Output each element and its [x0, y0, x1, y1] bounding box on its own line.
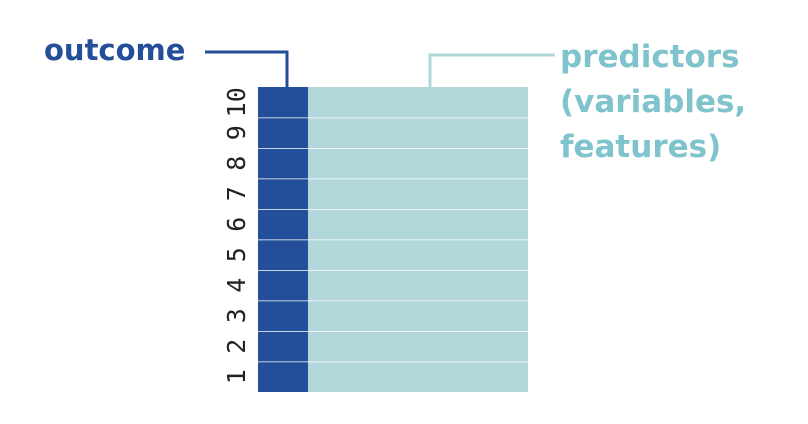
predictor-cell	[308, 361, 528, 392]
predictors-label: features)	[560, 129, 721, 165]
outcome-cell	[258, 178, 308, 209]
row-number: 8	[222, 156, 251, 171]
predictor-cell	[308, 331, 528, 362]
outcome-cell	[258, 331, 308, 362]
predictor-cell	[308, 209, 528, 240]
data-grid: 1 2 3 4 5 6 7 8 9 10	[222, 87, 528, 392]
predictor-cell	[308, 87, 528, 118]
row-number: 1	[222, 369, 251, 384]
predictor-cell	[308, 178, 528, 209]
predictor-cell	[308, 117, 528, 148]
predictor-cell	[308, 148, 528, 179]
row-number: 10	[222, 87, 251, 117]
predictor-cell	[308, 270, 528, 301]
outcome-cell	[258, 209, 308, 240]
row-number: 3	[222, 308, 251, 323]
outcome-cell	[258, 270, 308, 301]
row-number: 2	[222, 339, 251, 354]
outcome-leader	[205, 50, 289, 88]
outcome-cell	[258, 148, 308, 179]
row-number: 4	[222, 278, 251, 293]
outcome-cell	[258, 300, 308, 331]
predictor-cell	[308, 300, 528, 331]
outcome-cell	[258, 239, 308, 270]
row-number: 5	[222, 247, 251, 262]
outcome-cell	[258, 117, 308, 148]
outcome-label: outcome	[44, 33, 185, 67]
predictor-cell	[308, 239, 528, 270]
predictors-label: predictors	[560, 39, 740, 75]
predictors-label: (variables,	[560, 84, 746, 120]
outcome-cell	[258, 361, 308, 392]
row-number: 6	[222, 217, 251, 232]
predictors-leader	[428, 53, 555, 88]
row-number: 7	[222, 186, 251, 201]
row-number: 9	[222, 125, 251, 140]
outcome-cell	[258, 87, 308, 118]
